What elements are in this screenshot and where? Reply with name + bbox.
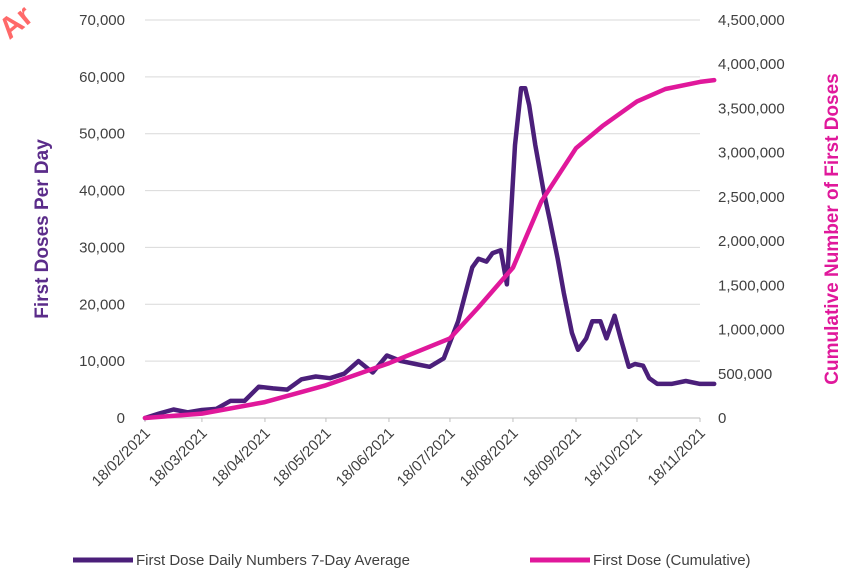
x-tick-label: 18/04/2021 [209,425,274,490]
right-tick-label: 1,500,000 [718,277,785,294]
legend-label-cumulative: First Dose (Cumulative) [593,552,751,569]
watermark-stamp: Ar [0,0,40,46]
right-tick-label: 2,000,000 [718,233,785,250]
right-tick-label: 1,000,000 [718,322,785,339]
x-tick-label: 18/05/2021 [270,425,335,490]
legend: First Dose Daily Numbers 7-Day Average F… [73,552,751,569]
series-line-cumulative [142,77,717,421]
series-layer [142,77,717,421]
left-tick-label: 60,000 [79,69,125,86]
left-tick-label: 40,000 [79,183,125,200]
right-axis-ticks: 0 500,000 1,000,000 1,500,000 2,000,000 2,500… [718,12,785,427]
right-tick-label: 3,000,000 [718,145,785,162]
x-tick-label: 18/02/2021 [89,425,154,490]
right-tick-label: 500,000 [718,366,772,383]
legend-label-daily: First Dose Daily Numbers 7-Day Average [136,552,410,569]
x-tick-label: 18/09/2021 [520,425,585,490]
grid [145,19,700,419]
right-tick-label: 4,500,000 [718,12,785,29]
left-tick-label: 20,000 [79,296,125,313]
x-tick-label: 18/11/2021 [645,425,709,489]
left-tick-label: 50,000 [79,126,125,143]
x-tick-label: 18/07/2021 [394,425,459,490]
right-tick-label: 3,500,000 [718,100,785,117]
x-tick-label: 18/03/2021 [146,425,211,490]
x-tick-label: 18/10/2021 [581,425,646,490]
left-tick-label: 30,000 [79,239,125,256]
right-tick-label: 4,000,000 [718,56,785,73]
left-tick-label: 10,000 [79,353,125,370]
left-tick-label: 0 [117,410,125,427]
right-tick-label: 2,500,000 [718,189,785,206]
right-axis-title: Cumulative Number of First Doses [822,73,843,384]
right-tick-label: 0 [718,410,726,427]
series-line-daily [142,85,717,421]
left-axis-title: First Doses Per Day [32,139,53,319]
x-axis-ticks: 18/02/202118/03/202118/04/202118/05/2021… [89,418,709,490]
x-tick-label: 18/08/2021 [457,425,522,490]
x-tick-label: 18/06/2021 [333,425,398,490]
left-axis-ticks: 0 10,000 20,000 30,000 40,000 50,000 60,000 70,… [79,12,125,427]
left-tick-label: 70,000 [79,12,125,29]
